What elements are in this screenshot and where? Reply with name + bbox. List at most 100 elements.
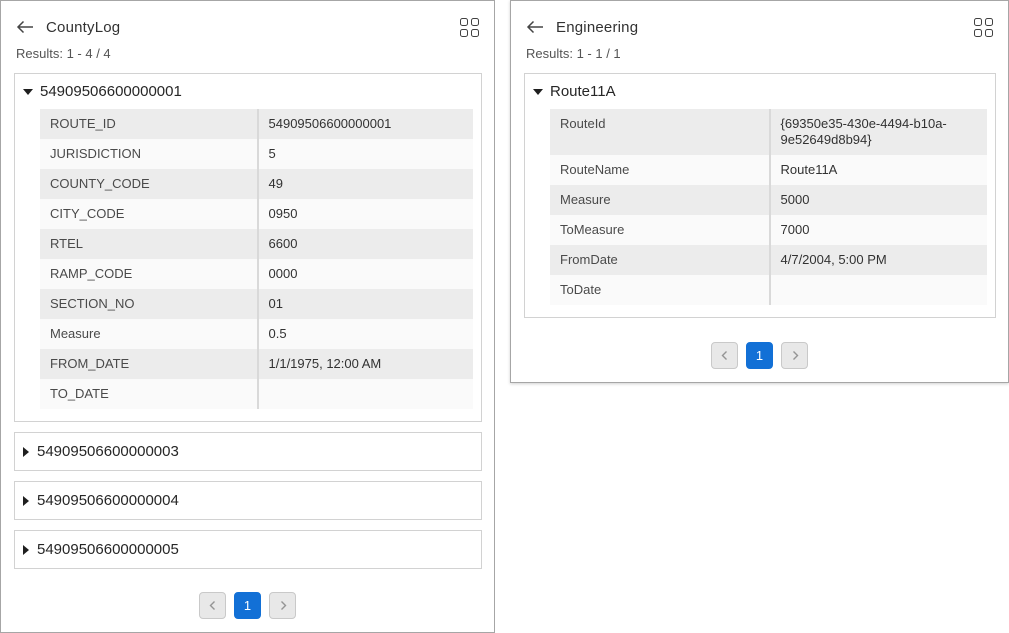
feature-toggle[interactable]: Route11A — [525, 74, 995, 108]
feature-card-collapsed: 54909506600000005 — [14, 530, 482, 569]
field-label: FROM_DATE — [50, 356, 130, 371]
attribute-table: RouteId {69350e35-430e-4494-b10a-9e52649d… — [550, 109, 987, 305]
next-page-button[interactable] — [781, 342, 808, 369]
current-page-button[interactable]: 1 — [234, 592, 261, 619]
field-label: Measure — [50, 326, 101, 341]
pagination: 1 — [511, 342, 1008, 382]
feature-card-collapsed: 54909506600000003 — [14, 432, 482, 471]
field-value: 5 — [256, 139, 474, 169]
field-label: TO_DATE — [50, 386, 109, 401]
field-value: 1/1/1975, 12:00 AM — [256, 349, 474, 379]
field-label: Measure — [560, 192, 611, 207]
next-page-button[interactable] — [269, 592, 296, 619]
feature-card-collapsed: 54909506600000004 — [14, 481, 482, 520]
field-value: 0000 — [256, 259, 474, 289]
table-row: ToDate — [550, 275, 987, 305]
field-value: 49 — [256, 169, 474, 199]
chevron-right-icon — [280, 601, 286, 610]
table-row: SECTION_NO 01 — [40, 289, 473, 319]
field-value: Route11A — [768, 155, 988, 185]
field-label: RAMP_CODE — [50, 266, 133, 281]
results-count: Results: 1 - 4 / 4 — [16, 46, 111, 61]
table-row: TO_DATE — [40, 379, 473, 409]
field-value: {69350e35-430e-4494-b10a-9e52649d8b94} — [768, 109, 988, 155]
field-value: 6600 — [256, 229, 474, 259]
caret-down-icon — [533, 88, 543, 95]
field-label: SECTION_NO — [50, 296, 135, 311]
current-page-button[interactable]: 1 — [746, 342, 773, 369]
field-label: RouteId — [560, 116, 606, 131]
grid-view-button[interactable] — [460, 17, 479, 37]
caret-down-icon — [23, 88, 33, 95]
feature-toggle[interactable]: 54909506600000004 — [15, 482, 481, 519]
back-button[interactable] — [16, 17, 38, 37]
feature-title: 54909506600000005 — [37, 541, 179, 558]
field-label: ToMeasure — [560, 222, 625, 237]
feature-title: 54909506600000003 — [37, 443, 179, 460]
feature-title: 54909506600000004 — [37, 492, 179, 509]
field-label: CITY_CODE — [50, 206, 125, 221]
caret-right-icon — [23, 446, 29, 457]
previous-page-button[interactable] — [711, 342, 738, 369]
field-label: ROUTE_ID — [50, 116, 116, 131]
chevron-left-icon — [209, 601, 215, 610]
field-value: 54909506600000001 — [256, 109, 474, 139]
arrow-left-icon — [526, 20, 543, 34]
panel-title: CountyLog — [46, 18, 121, 36]
field-value: 0950 — [256, 199, 474, 229]
field-value — [768, 275, 988, 305]
panel-header: CountyLog Results: 1 - 4 / 4 — [1, 1, 494, 61]
field-value: 5000 — [768, 185, 988, 215]
field-label: COUNTY_CODE — [50, 176, 150, 191]
panel-title: Engineering — [556, 18, 639, 36]
feature-list: 54909506600000001 ROUTE_ID 54909506600000… — [1, 61, 494, 592]
feature-toggle[interactable]: 54909506600000001 — [15, 74, 481, 108]
field-label: JURISDICTION — [50, 146, 141, 161]
grid-2x2-icon — [460, 17, 468, 26]
field-label: FromDate — [560, 252, 618, 267]
table-row: RouteName Route11A — [550, 155, 987, 185]
table-row: Measure 0.5 — [40, 319, 473, 349]
table-row: FromDate 4/7/2004, 5:00 PM — [550, 245, 987, 275]
table-row: RAMP_CODE 0000 — [40, 259, 473, 289]
caret-right-icon — [23, 544, 29, 555]
table-row: ROUTE_ID 54909506600000001 — [40, 109, 473, 139]
previous-page-button[interactable] — [199, 592, 226, 619]
field-label: RouteName — [560, 162, 630, 177]
results-count: Results: 1 - 1 / 1 — [526, 46, 621, 61]
panel-header: Engineering Results: 1 - 1 / 1 — [511, 1, 1008, 61]
field-value: 4/7/2004, 5:00 PM — [768, 245, 988, 275]
grid-2x2-icon — [974, 17, 982, 26]
table-row: COUNTY_CODE 49 — [40, 169, 473, 199]
feature-title: 54909506600000001 — [40, 83, 182, 100]
table-row: FROM_DATE 1/1/1975, 12:00 AM — [40, 349, 473, 379]
feature-card-expanded: 54909506600000001 ROUTE_ID 54909506600000… — [14, 73, 482, 422]
chevron-left-icon — [721, 351, 727, 360]
pagination: 1 — [1, 592, 494, 632]
table-row: RouteId {69350e35-430e-4494-b10a-9e52649d… — [550, 109, 987, 155]
feature-list: Route11A RouteId {69350e35-430e-4494-b10a… — [511, 61, 1008, 342]
back-button[interactable] — [526, 17, 548, 37]
field-value — [256, 379, 474, 409]
caret-right-icon — [23, 495, 29, 506]
feature-toggle[interactable]: 54909506600000003 — [15, 433, 481, 470]
attribute-table: ROUTE_ID 54909506600000001 JURISDICTION 5 … — [40, 109, 473, 409]
table-row: Measure 5000 — [550, 185, 987, 215]
countylog-results-panel: CountyLog Results: 1 - 4 / 4 54909506600… — [0, 0, 495, 633]
table-row: CITY_CODE 0950 — [40, 199, 473, 229]
engineering-results-panel: Engineering Results: 1 - 1 / 1 Route11A … — [510, 0, 1009, 383]
field-label: RTEL — [50, 236, 83, 251]
field-label: ToDate — [560, 282, 602, 297]
chevron-right-icon — [792, 351, 798, 360]
table-row: JURISDICTION 5 — [40, 139, 473, 169]
feature-toggle[interactable]: 54909506600000005 — [15, 531, 481, 568]
arrow-left-icon — [16, 20, 33, 34]
table-row: RTEL 6600 — [40, 229, 473, 259]
field-value: 0.5 — [256, 319, 474, 349]
table-row: ToMeasure 7000 — [550, 215, 987, 245]
field-value: 7000 — [768, 215, 988, 245]
field-value: 01 — [256, 289, 474, 319]
grid-view-button[interactable] — [974, 17, 993, 37]
feature-title: Route11A — [550, 83, 616, 100]
feature-card-expanded: Route11A RouteId {69350e35-430e-4494-b10a… — [524, 73, 996, 318]
